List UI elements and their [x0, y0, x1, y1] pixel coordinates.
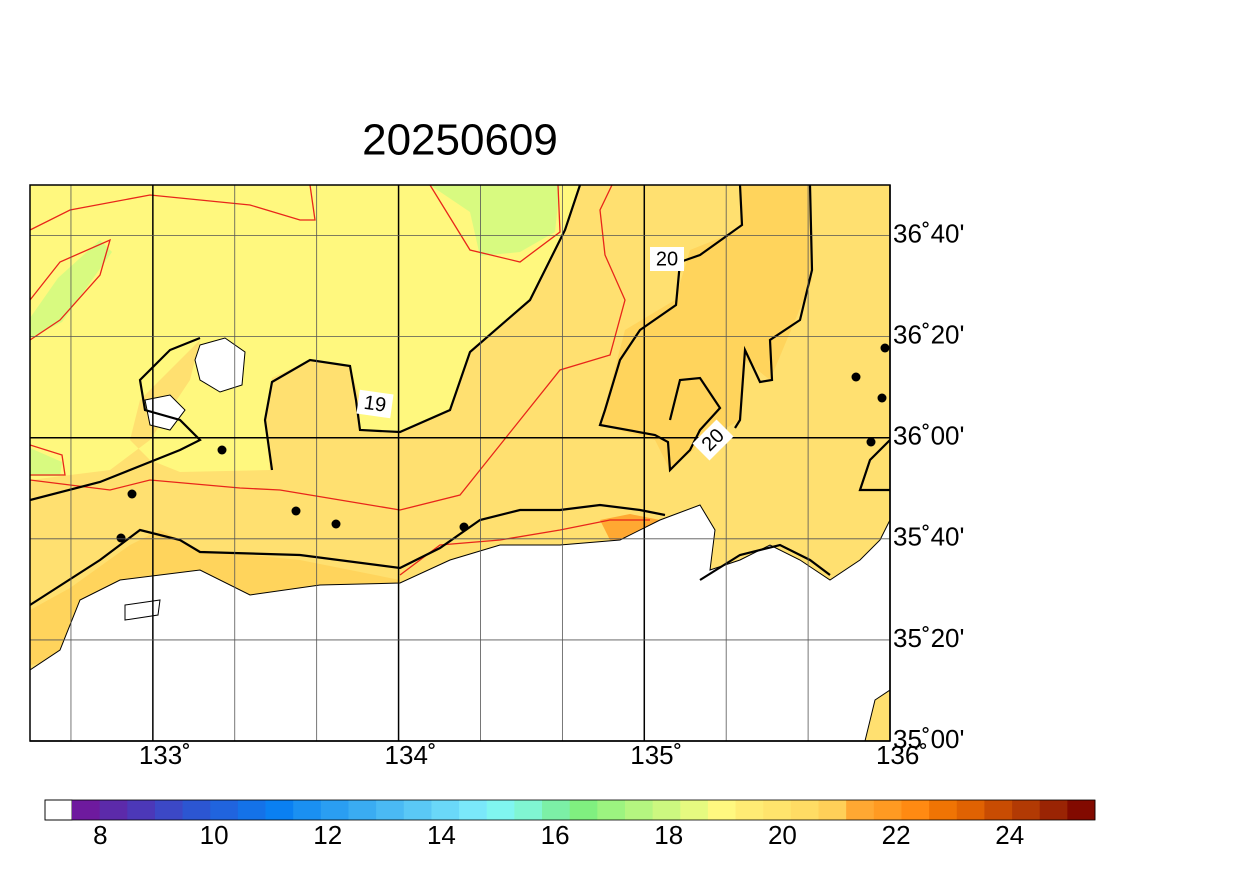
colorbar-tick-label: 22 [882, 820, 911, 850]
lat-tick-label: 36˚20' [893, 320, 964, 350]
lon-tick-label: 135˚ [630, 740, 682, 770]
colorbar-box [1067, 800, 1096, 820]
contour-label-box [692, 419, 734, 461]
colorbar-box [514, 800, 543, 820]
colorbar-box [542, 800, 571, 820]
colorbar-box [901, 800, 930, 820]
colorbar-tick-label: 8 [93, 820, 107, 850]
colorbar-box [376, 800, 405, 820]
colorbar-frame [44, 799, 1096, 821]
contour-label-box [356, 389, 394, 419]
sea-20-5 [600, 185, 812, 470]
colorbar-tick-label: 24 [995, 820, 1024, 850]
colorbar-box [459, 800, 488, 820]
colorbar-box [569, 800, 598, 820]
colorbar-box [210, 800, 239, 820]
colorbar-box [99, 800, 128, 820]
colorbar-tick-label: 10 [200, 820, 229, 850]
graticule: 133˚ 134˚ 135˚ 136˚35˚00' 35˚20' 35˚40' 36˚00'… [30, 185, 964, 770]
colorbar-box [956, 800, 985, 820]
colorbar-box [265, 800, 294, 820]
lat-tick-label: 36˚40' [893, 218, 964, 248]
colorbar-box [680, 800, 709, 820]
sea-20 [30, 340, 200, 500]
contour-label-text: 20 [656, 248, 678, 270]
colorbar-box [431, 800, 460, 820]
colorbar-box [707, 800, 736, 820]
lon-tick-label: 134˚ [385, 740, 437, 770]
colorbar-box [1012, 800, 1041, 820]
colorbar-box [154, 800, 183, 820]
contour-label-text: 19 [362, 392, 387, 417]
colorbar-box [790, 800, 819, 820]
lat-tick-label: 35˚20' [893, 623, 964, 653]
lat-tick-label: 35˚40' [893, 522, 964, 552]
colorbar-box [652, 800, 681, 820]
contour-label-box [650, 247, 684, 271]
colorbar-tick-label: 16 [541, 820, 570, 850]
colorbar-box [929, 800, 958, 820]
land [30, 504, 890, 741]
colorbar-under [44, 799, 73, 821]
colorbar-box [403, 800, 432, 820]
contour-label: 19 [356, 389, 394, 419]
colorbar-tick-label: 14 [427, 820, 456, 850]
stations [116, 343, 890, 543]
lat-tick-label: 36˚00' [893, 421, 964, 451]
colorbar-box [873, 800, 902, 820]
colorbar-box [348, 800, 377, 820]
colorbar-box [486, 800, 515, 820]
colorbar-tick-label: 12 [313, 820, 342, 850]
colorbar-tick-label: 20 [768, 820, 797, 850]
colorbar-box [127, 800, 156, 820]
colorbar-tick-label: 18 [654, 820, 683, 850]
colorbar-box [818, 800, 847, 820]
map-title: 20250609 [362, 116, 558, 165]
lat-tick-label: 35˚00' [893, 724, 964, 754]
contour-label: 20 [650, 247, 684, 271]
colorbar-box [182, 800, 211, 820]
map-field [30, 185, 890, 741]
lon-tick-label: 133˚ [139, 740, 191, 770]
colorbar-box [846, 800, 875, 820]
contour-black [30, 185, 890, 606]
colorbar-box [984, 800, 1013, 820]
colorbar-box [237, 800, 266, 820]
lon-tick-label: 136˚ [876, 740, 928, 770]
colorbar-box [763, 800, 792, 820]
map-frame [29, 184, 891, 742]
colorbar-box [735, 800, 764, 820]
colorbar-box [293, 800, 322, 820]
colorbar-box [72, 800, 101, 820]
colorbar-box [320, 800, 349, 820]
colorbar-box [597, 800, 626, 820]
sea-18 [30, 185, 560, 476]
colorbar-box [624, 800, 654, 820]
colorbar-box [1039, 800, 1068, 820]
colorbar: 8 10 12 14 16 18 20 22 24 [44, 799, 1096, 850]
contour-red [30, 185, 650, 576]
